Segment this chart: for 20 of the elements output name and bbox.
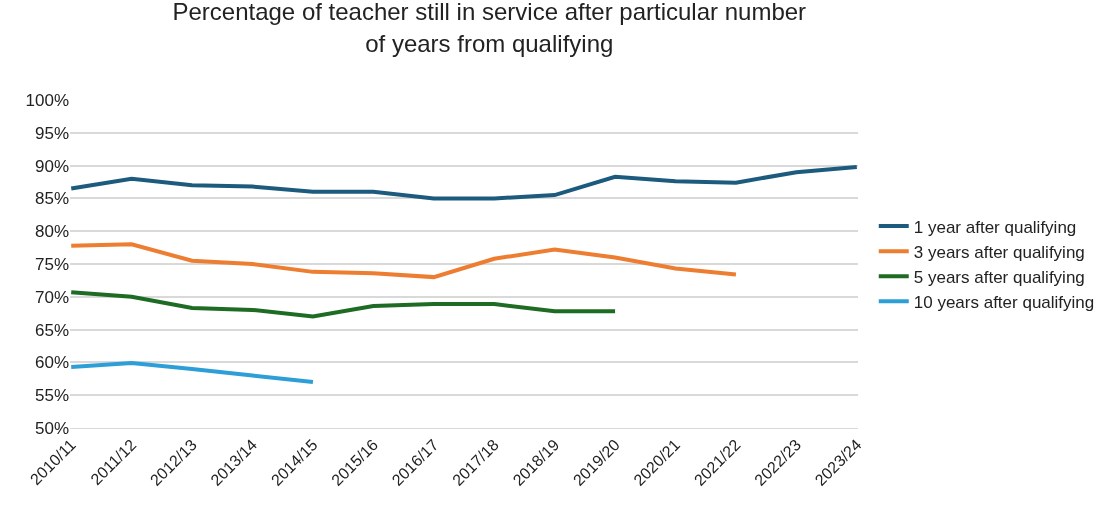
line-series xyxy=(70,164,858,201)
line-series xyxy=(70,242,738,280)
legend-label: 5 years after qualifying xyxy=(913,267,1085,287)
y-tick-label: 75% xyxy=(34,254,69,274)
y-tick-label: 85% xyxy=(34,189,69,209)
chart-title: Percentage of teacher still in service after particular number of years from qualifying xyxy=(172,0,807,57)
y-tick-label: 95% xyxy=(34,123,69,143)
y-tick-label: 80% xyxy=(34,222,69,242)
y-tick-label: 90% xyxy=(34,156,69,176)
line-series xyxy=(70,290,618,319)
legend-label: 10 years after qualifying xyxy=(913,292,1095,312)
y-tick-label: 60% xyxy=(34,353,69,373)
y-tick-label: 100% xyxy=(25,90,69,110)
y-tick-label: 55% xyxy=(34,386,69,406)
y-tick-label: 50% xyxy=(34,418,69,438)
legend-label: 1 year after qualifying xyxy=(913,217,1077,237)
legend-label: 3 years after qualifying xyxy=(913,242,1085,262)
line-series xyxy=(70,361,315,385)
y-tick-label: 70% xyxy=(34,287,69,307)
y-tick-label: 65% xyxy=(34,320,69,340)
